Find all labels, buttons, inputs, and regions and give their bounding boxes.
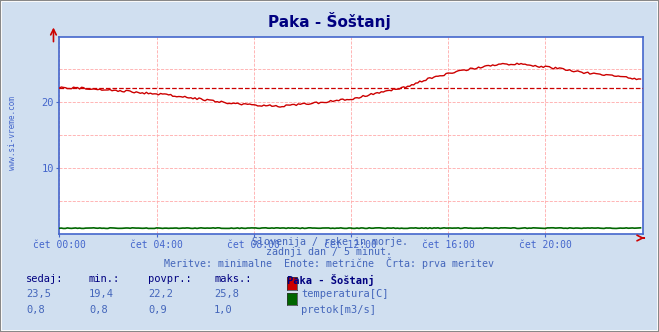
Text: 23,5: 23,5 — [26, 289, 51, 299]
Text: 0,9: 0,9 — [148, 305, 167, 315]
Text: povpr.:: povpr.: — [148, 274, 192, 284]
Text: pretok[m3/s]: pretok[m3/s] — [301, 305, 376, 315]
Text: Meritve: minimalne  Enote: metrične  Črta: prva meritev: Meritve: minimalne Enote: metrične Črta:… — [165, 257, 494, 269]
Text: 25,8: 25,8 — [214, 289, 239, 299]
Text: Slovenija / reke in morje.: Slovenija / reke in morje. — [252, 237, 407, 247]
Text: 0,8: 0,8 — [26, 305, 45, 315]
Text: min.:: min.: — [89, 274, 120, 284]
Text: 22,2: 22,2 — [148, 289, 173, 299]
Text: zadnji dan / 5 minut.: zadnji dan / 5 minut. — [266, 247, 393, 257]
Text: 1,0: 1,0 — [214, 305, 233, 315]
Text: www.si-vreme.com: www.si-vreme.com — [8, 96, 17, 170]
Text: Paka - Šoštanj: Paka - Šoštanj — [268, 12, 391, 30]
Text: 0,8: 0,8 — [89, 305, 107, 315]
Text: maks.:: maks.: — [214, 274, 252, 284]
Text: Paka - Šoštanj: Paka - Šoštanj — [287, 274, 374, 286]
Text: temperatura[C]: temperatura[C] — [301, 289, 389, 299]
Text: sedaj:: sedaj: — [26, 274, 64, 284]
Text: 19,4: 19,4 — [89, 289, 114, 299]
